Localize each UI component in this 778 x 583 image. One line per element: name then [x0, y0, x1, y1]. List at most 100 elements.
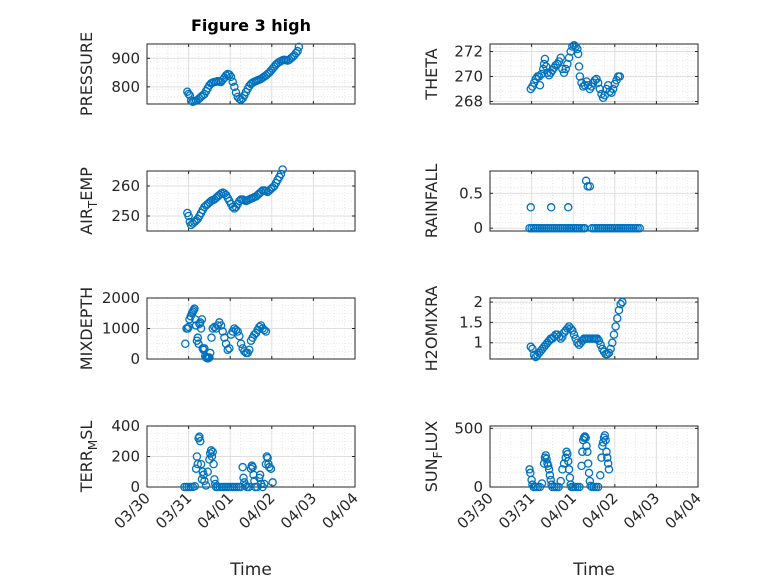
data-point [200, 476, 209, 486]
data-point [564, 465, 574, 474]
data-point [568, 42, 577, 51]
y-axis-label: RAINFALL [422, 164, 441, 239]
axes-box [146, 43, 356, 105]
y-tick-label: 2000 [102, 289, 140, 307]
data-point [585, 182, 595, 191]
data-point [190, 481, 200, 491]
y-tick-label: 1000 [102, 320, 140, 338]
y-tick-label: 250 [111, 207, 140, 225]
data-point [574, 62, 584, 71]
data-point [233, 327, 242, 336]
data-point [197, 315, 207, 324]
data-point [561, 64, 570, 74]
data-point [261, 327, 271, 336]
data-point [260, 479, 269, 489]
y-axis-label: SUNFLUX [422, 421, 445, 493]
data-point [245, 345, 254, 355]
data-point [582, 441, 591, 451]
data-point [601, 435, 610, 445]
y-tick-label: 260 [111, 177, 140, 195]
data-point [534, 72, 544, 81]
data-point [196, 324, 206, 333]
data-point [190, 304, 199, 313]
data-point [608, 84, 618, 94]
data-point [600, 431, 610, 440]
data-point [541, 62, 551, 71]
panel-terrmsl: 0200400TERRMSL03/3003/3104/0104/0204/030… [77, 417, 362, 532]
data-point [573, 44, 582, 54]
data-point [255, 470, 265, 480]
data-point [244, 482, 254, 492]
axes-box [489, 297, 699, 360]
data-point [235, 331, 244, 341]
data-point [584, 468, 594, 478]
x-tick-label: 03/31 [495, 489, 538, 532]
data-point [546, 203, 556, 212]
data-point [526, 203, 536, 212]
data-point [616, 299, 625, 309]
data-point [529, 350, 539, 360]
data-point [194, 339, 203, 348]
data-point [209, 459, 218, 469]
y-tick-label: 0.5 [459, 184, 483, 202]
data-point [539, 459, 549, 468]
y-tick-label: 1 [473, 334, 483, 352]
data-point [544, 465, 554, 474]
data-point [565, 473, 575, 482]
data-point [181, 339, 190, 348]
data-point [293, 46, 302, 56]
data-point [218, 327, 227, 336]
y-tick-label: 0 [130, 478, 140, 496]
data-point [593, 482, 603, 492]
data-point [294, 42, 304, 52]
data-point [528, 344, 537, 354]
data-point [581, 433, 590, 442]
panel-airtemp: 250 260 AIRTEMP [77, 165, 356, 235]
data-point [205, 353, 214, 362]
data-point [201, 481, 211, 490]
data-point [225, 70, 234, 79]
data-point [207, 452, 217, 461]
data-point [225, 344, 234, 353]
data-point [540, 54, 550, 64]
y-axis-label: AIRTEMP [77, 167, 100, 235]
data-point [614, 305, 624, 315]
data-point [206, 446, 216, 455]
data-point [556, 476, 565, 486]
x-tick-label: 04/02 [578, 489, 621, 532]
data-point [525, 465, 534, 474]
data-point [240, 481, 250, 490]
x-tick-label: 04/03 [277, 489, 320, 532]
data-point [606, 344, 615, 354]
data-point [278, 165, 287, 174]
x-axis-label-left: Time [229, 560, 272, 580]
y-axis-label: TERRMSL [77, 421, 100, 494]
data-point [597, 453, 606, 462]
data-point [263, 453, 272, 463]
data-point [526, 342, 536, 352]
data-point [205, 348, 215, 358]
data-point [563, 324, 572, 333]
data-point [266, 464, 276, 473]
data-point [541, 451, 550, 460]
data-point [559, 459, 569, 468]
data-point [239, 473, 248, 483]
panel-pressure: 800 900 PRESSURE [77, 32, 356, 116]
y-axis-label: PRESSURE [77, 32, 96, 116]
data-point [554, 482, 563, 492]
panel-sunflux: 0500SUNFLUX03/3003/3104/0104/0204/0304/0… [422, 419, 705, 532]
data-point [604, 465, 614, 474]
y-tick-label: 0 [473, 219, 483, 237]
y-tick-label: 272 [454, 43, 483, 61]
data-point [535, 81, 545, 90]
y-tick-label: 900 [111, 49, 140, 67]
data-point [231, 88, 241, 97]
data-point [221, 71, 231, 80]
data-point [228, 77, 237, 86]
data-point [609, 330, 619, 339]
data-point [220, 333, 229, 342]
axes-box [489, 43, 699, 105]
data-point [216, 321, 226, 330]
x-tick-label: 04/02 [235, 489, 278, 532]
data-point [618, 297, 627, 307]
